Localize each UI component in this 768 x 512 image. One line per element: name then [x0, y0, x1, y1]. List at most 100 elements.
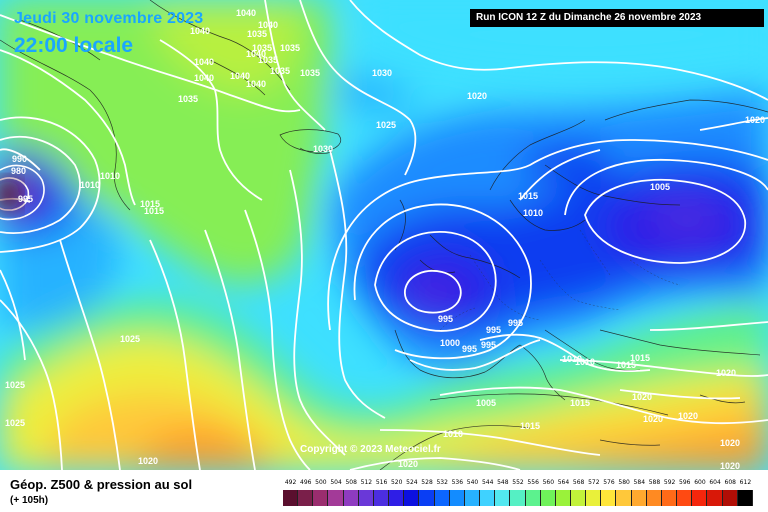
isobar-label: 995: [18, 194, 34, 204]
scale-color-cell: [646, 490, 662, 506]
scale-color-cell: [555, 490, 571, 506]
forecast-lead-time: (+ 105h): [10, 495, 49, 506]
scale-label: 528: [421, 479, 433, 486]
scale-label: 504: [330, 479, 342, 486]
scale-color-cell: [586, 490, 602, 506]
isobar-label: 1040: [230, 71, 251, 81]
scale-label: 536: [451, 479, 464, 486]
isobar-label: 1035: [300, 68, 321, 78]
isobar-label: 1020: [467, 91, 488, 101]
isobar-label: 1025: [5, 418, 26, 428]
scale-label: 556: [527, 479, 539, 486]
isobar-label: 1010: [80, 180, 101, 190]
scale-label: 564: [557, 479, 570, 486]
borders: [439, 229, 681, 331]
isobar-label: 980: [11, 166, 27, 176]
isobar-label: 1020: [745, 115, 766, 125]
scale-label: 612: [739, 479, 752, 486]
scale-label: 508: [345, 479, 357, 486]
scale-color-cell: [661, 490, 678, 506]
weather-map: Jeudi 30 novembre 2023 22:00 locale Run …: [0, 0, 768, 470]
color-scale-bar: [283, 490, 753, 506]
scale-color-cell: [510, 490, 526, 506]
run-info-banner: Run ICON 12 Z du Dimanche 26 novembre 20…: [470, 9, 764, 27]
isobar-label: 1040: [258, 20, 279, 30]
isobar-label: 1010: [562, 354, 583, 364]
isobar-label: 1005: [476, 398, 497, 408]
scale-color-cell: [389, 490, 405, 506]
isobar-label: 1035: [252, 43, 273, 53]
scale-label: 544: [481, 479, 494, 486]
isobar-label: 1020: [716, 368, 737, 378]
isobar-label: 1040: [246, 49, 267, 59]
scale-label: 608: [724, 479, 736, 486]
isobar-label: 1000: [440, 338, 461, 348]
scale-label: 560: [542, 479, 555, 486]
scale-color-cell: [601, 490, 617, 506]
isobar-label: 1020: [138, 456, 159, 466]
scale-color-cell: [434, 490, 450, 506]
isobar-label: 1020: [720, 438, 741, 448]
isobar-label: 1040: [194, 73, 215, 83]
scale-label: 584: [633, 479, 646, 486]
isobar-label: 1020: [720, 461, 741, 470]
isobar-label: 1020: [398, 459, 419, 469]
isobar-label: 1015: [630, 353, 651, 363]
scale-label: 572: [588, 479, 600, 486]
isobar-label: 1040: [194, 57, 215, 67]
scale-color-cell: [540, 490, 556, 506]
scale-color-cell: [449, 490, 465, 506]
isobar-label: 990: [12, 154, 28, 164]
isobar-label: 1010: [523, 208, 544, 218]
scale-color-cell: [495, 490, 511, 506]
isobar-label: 1025: [5, 380, 26, 390]
isobar-label: 1005: [650, 182, 671, 192]
scale-label: 596: [679, 479, 691, 486]
product-title: Géop. Z500 & pression au sol: [10, 477, 193, 492]
scale-color-cell: [283, 490, 299, 506]
isobar-label: 1040: [246, 79, 267, 89]
scale-label: 600: [694, 479, 706, 486]
isobar-label: 995: [486, 325, 502, 335]
scale-color-cell: [616, 490, 632, 506]
isobar-label: 995: [508, 318, 524, 328]
isobar-label: 1015: [616, 360, 637, 370]
scale-color-cell: [464, 490, 481, 506]
scale-color-cell: [707, 490, 723, 506]
scale-label: 592: [663, 479, 676, 486]
isobar-label: 1035: [247, 29, 268, 39]
scale-color-cell: [404, 490, 420, 506]
scale-label: 540: [466, 479, 479, 486]
isobar-label: 1035: [280, 43, 301, 53]
scale-color-cell: [525, 490, 541, 506]
scale-label: 552: [512, 479, 524, 486]
valid-date: Jeudi 30 novembre 2023: [14, 10, 204, 27]
scale-color-cell: [313, 490, 329, 506]
scale-label: 532: [436, 479, 448, 486]
legend-footer: Géop. Z500 & pression au sol (+ 105h) 49…: [0, 470, 768, 512]
isobar-label: 1020: [632, 392, 653, 402]
isobar-label: 1015: [518, 191, 539, 201]
isobar-label: 1020: [678, 411, 699, 421]
scale-color-cell: [677, 490, 693, 506]
scale-color-cell: [737, 490, 753, 506]
scale-color-cell: [328, 490, 344, 506]
geopotential-map-canvas: [0, 0, 768, 470]
scale-label: 496: [300, 479, 312, 486]
scale-color-cell: [570, 490, 587, 506]
isobar-label: 1035: [258, 55, 279, 65]
scale-color-cell: [419, 490, 435, 506]
scale-label: 492: [284, 479, 297, 486]
scale-label: 524: [406, 479, 418, 486]
scale-label: 576: [603, 479, 615, 486]
sea-level-isobars: [0, 0, 768, 470]
local-time: 22:00 locale: [14, 34, 134, 57]
scale-label: 512: [360, 479, 373, 486]
scale-color-cell: [298, 490, 314, 506]
isobar-label: 1010: [575, 357, 596, 367]
scale-label: 500: [315, 479, 327, 486]
scale-color-cell: [480, 490, 496, 506]
isobar-label: 1010: [100, 171, 121, 181]
scale-label: 588: [648, 479, 661, 486]
isobar-label: 1015: [140, 199, 161, 209]
